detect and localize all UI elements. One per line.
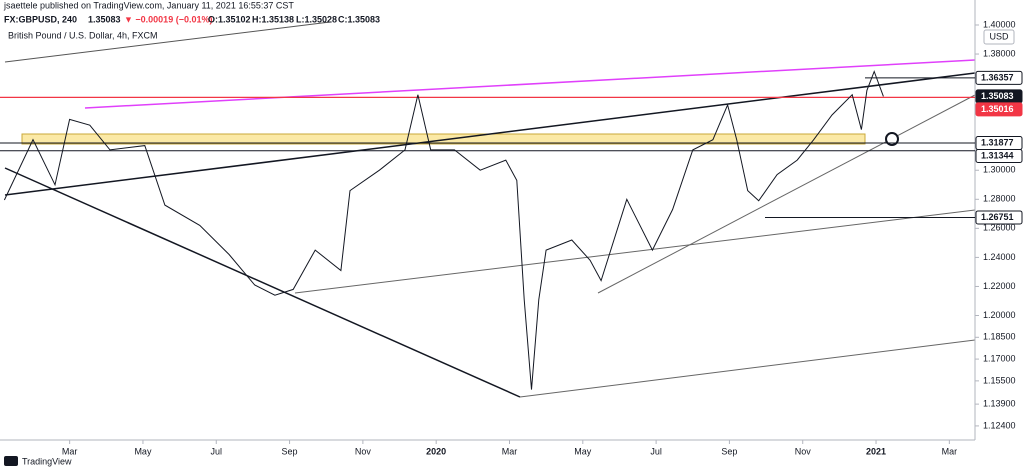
y-tick-label: 1.24000 — [983, 252, 1016, 262]
level-label: 1.36357 — [981, 72, 1014, 82]
level-label: 1.35016 — [981, 104, 1014, 114]
trendline — [519, 339, 976, 398]
marker-circle — [885, 132, 899, 146]
x-tick-label: Nov — [355, 446, 372, 456]
x-tick-label: Mar — [502, 446, 518, 456]
legend-row: FX:GBPUSD, 240 1.35083 ▼ −0.00019 (−0.01… — [4, 14, 380, 24]
x-tick-label: May — [574, 446, 592, 456]
level-label-box — [975, 210, 1023, 225]
high: H:1.35138 — [252, 14, 294, 24]
y-tick-label: 1.22000 — [983, 281, 1016, 291]
drawings — [4, 21, 976, 398]
symbol: FX:GBPUSD, 240 — [4, 14, 77, 24]
y-tick-label: 1.17000 — [983, 353, 1016, 363]
level-label: 1.31344 — [981, 150, 1014, 160]
brand-logo — [4, 456, 18, 466]
level-label-box — [975, 148, 1023, 163]
publisher: jsaettele published on TradingView.com, … — [3, 0, 294, 10]
currency: USD — [989, 31, 1009, 41]
y-tick-label: 1.13900 — [983, 398, 1016, 408]
currency-box — [983, 29, 1015, 45]
x-tick-label: Mar — [62, 446, 78, 456]
low: L:1.35028 — [296, 14, 337, 24]
level-label: 1.26751 — [981, 212, 1014, 222]
x-tick-label: Sep — [721, 446, 737, 456]
trendline — [597, 94, 976, 294]
trendline — [4, 72, 976, 196]
x-tick-label: Nov — [795, 446, 812, 456]
y-tick-label: 1.18500 — [983, 332, 1016, 342]
x-tick-label: Jul — [650, 446, 662, 456]
change: ▼ −0.00019 (−0.01%) — [124, 14, 212, 24]
level-label-box — [975, 102, 1023, 117]
level-label: 1.35083 — [981, 91, 1014, 101]
x-tick-label: Jul — [211, 446, 223, 456]
support-zone — [21, 133, 866, 145]
price-line — [3, 70, 884, 390]
x-tick-label: 2020 — [426, 446, 446, 456]
level-label: 1.31877 — [981, 137, 1014, 147]
trendline — [4, 167, 521, 398]
y-tick-label: 1.15500 — [983, 375, 1016, 385]
brand-name: TradingView — [22, 456, 72, 466]
level-label-box — [975, 70, 1023, 85]
y-tick-label: 1.20000 — [983, 310, 1016, 320]
chart-title: British Pound / U.S. Dollar, 4h, FXCM — [8, 30, 158, 40]
y-tick-label: 1.12400 — [983, 420, 1016, 430]
x-tick-label: Sep — [282, 446, 298, 456]
y-tick-label: 1.40000 — [983, 19, 1016, 29]
close: C:1.35083 — [338, 14, 380, 24]
trendline — [294, 209, 976, 294]
trendline — [4, 21, 331, 63]
open: O:1.35102 — [208, 14, 251, 24]
y-tick-label: 1.26000 — [983, 223, 1016, 233]
brand: TradingView — [4, 456, 72, 466]
x-tick-label: May — [134, 446, 152, 456]
trendline — [84, 59, 976, 109]
last-price: 1.35083 — [88, 14, 121, 24]
y-tick-label: 1.28000 — [983, 194, 1016, 204]
y-tick-label: 1.30000 — [983, 165, 1016, 175]
x-tick-label: Mar — [942, 446, 958, 456]
x-tick-label: 2021 — [866, 446, 886, 456]
y-tick-label: 1.38000 — [983, 48, 1016, 58]
